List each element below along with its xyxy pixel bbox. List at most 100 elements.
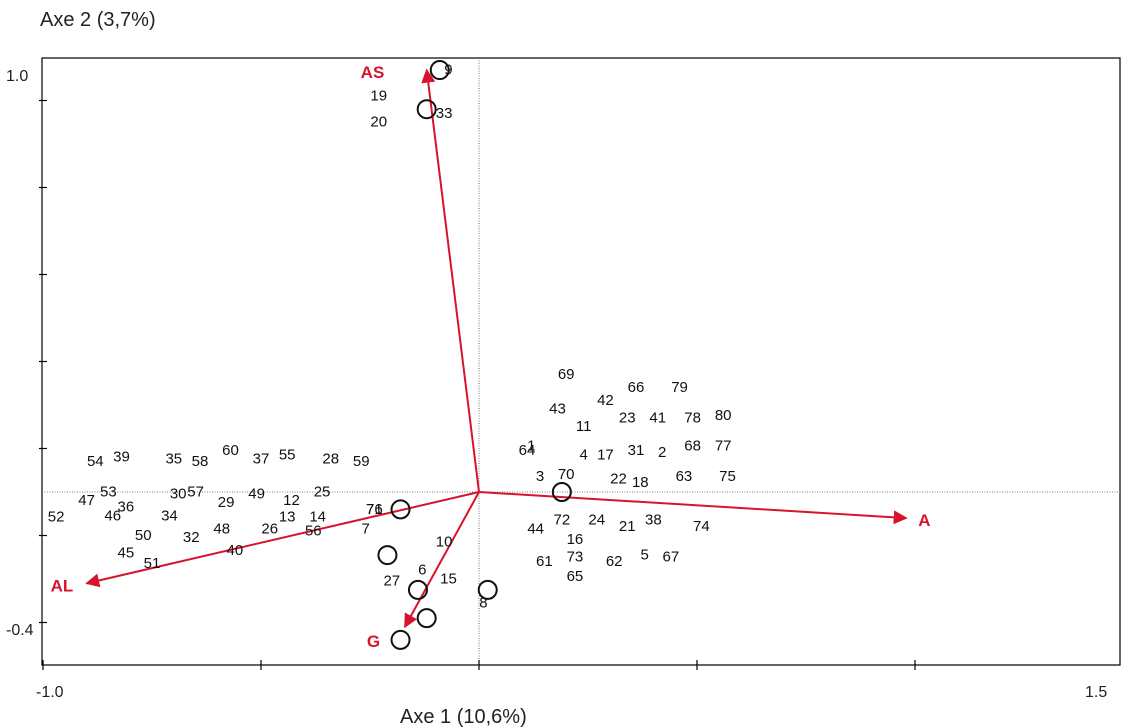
point-label: 55 <box>279 446 296 463</box>
vector-arrow-g <box>404 491 480 629</box>
point-circle <box>477 579 498 600</box>
y-tick-min: -0.4 <box>6 622 34 639</box>
point-label: 76 <box>366 501 383 518</box>
reference-lines <box>42 58 1120 665</box>
point-label: 53 <box>100 483 117 500</box>
point-label: 72 <box>553 512 570 529</box>
point-circle <box>390 499 411 520</box>
point-label: 38 <box>645 512 662 529</box>
point-label: 27 <box>383 573 400 590</box>
point-label: 54 <box>87 453 104 470</box>
vector-label-g: G <box>367 632 380 651</box>
point-label: 66 <box>628 379 645 396</box>
point-label: 62 <box>606 553 623 570</box>
point-label: 59 <box>353 453 370 470</box>
point-label: 3 <box>536 468 544 485</box>
vector-label-as: AS <box>361 63 385 82</box>
y-tick-max: 1.0 <box>6 68 28 85</box>
point-label: 26 <box>261 520 278 537</box>
point-label: 12 <box>283 492 300 509</box>
point-label: 51 <box>144 555 161 572</box>
point-circle <box>429 60 450 81</box>
biplot-vectors: AS A AL G <box>51 63 931 651</box>
point-label: 8 <box>479 594 487 611</box>
point-circle <box>407 579 428 600</box>
point-label: 7 <box>361 520 369 537</box>
point-label: 40 <box>226 542 243 559</box>
point-label: 70 <box>558 466 575 483</box>
point-label: 36 <box>117 499 134 516</box>
point-label: 34 <box>161 507 178 524</box>
point-label: 30 <box>170 486 187 503</box>
point-label: 16 <box>567 531 584 548</box>
point-label: 2 <box>658 444 666 461</box>
axis-ticks <box>39 99 916 670</box>
point-label: 18 <box>632 474 649 491</box>
point-circle <box>551 482 572 502</box>
point-label: 60 <box>222 442 239 459</box>
point-label: 14 <box>309 509 326 526</box>
point-label: 71 <box>366 501 383 518</box>
point-label: 22 <box>610 470 627 487</box>
point-label: 24 <box>588 512 605 529</box>
point-label: 75 <box>719 468 736 485</box>
point-label: 9 <box>444 61 452 78</box>
point-label: 77 <box>715 438 732 455</box>
point-label: 57 <box>187 483 204 500</box>
point-label: 52 <box>48 509 65 526</box>
point-label: 68 <box>684 438 701 455</box>
vector-label-al: AL <box>51 576 74 595</box>
point-label: 4 <box>579 446 587 463</box>
point-label: 23 <box>619 409 636 426</box>
point-label: 15 <box>440 570 457 587</box>
point-label: 10 <box>436 533 453 550</box>
y-axis-title: Axe 2 (3,7%) <box>40 9 156 31</box>
point-label: 63 <box>676 468 693 485</box>
point-label: 80 <box>715 407 732 424</box>
point-label: 48 <box>213 520 230 537</box>
point-label: 21 <box>619 518 636 535</box>
point-label: 49 <box>248 486 265 503</box>
point-label: 33 <box>436 105 453 122</box>
point-label: 6 <box>418 562 426 579</box>
point-label: 31 <box>628 442 645 459</box>
point-label: 37 <box>253 451 270 468</box>
point-circle <box>416 608 437 629</box>
point-label: 78 <box>684 409 701 426</box>
point-label: 64 <box>519 442 536 459</box>
point-label: 42 <box>597 392 614 409</box>
point-label: 43 <box>549 401 566 418</box>
point-circle <box>416 99 437 120</box>
point-label: 41 <box>649 409 666 426</box>
point-label: 28 <box>322 451 339 468</box>
point-label: 17 <box>597 446 614 463</box>
point-label: 67 <box>662 549 679 566</box>
point-label: 29 <box>218 494 235 511</box>
vector-label-a: A <box>918 511 930 530</box>
point-label: 58 <box>192 453 209 470</box>
point-circle <box>390 629 411 650</box>
point-label: 79 <box>671 379 688 396</box>
point-label: 46 <box>104 507 121 524</box>
x-tick-max: 1.5 <box>1085 684 1107 701</box>
point-label: 1 <box>527 438 535 455</box>
point-label: 39 <box>113 449 130 466</box>
point-label: 56 <box>305 523 322 540</box>
point-label: 11 <box>576 418 592 435</box>
point-label: 44 <box>527 520 544 537</box>
point-label: 73 <box>567 549 584 566</box>
x-axis-title: Axe 1 (10,6%) <box>400 706 527 728</box>
point-label: 47 <box>78 492 95 509</box>
point-label: 25 <box>314 483 331 500</box>
point-label: 20 <box>370 114 387 131</box>
point-label: 35 <box>165 451 182 468</box>
point-circle <box>377 545 398 566</box>
vector-arrow-al <box>85 491 480 588</box>
point-label: 19 <box>370 88 387 105</box>
highlighted-points <box>377 60 572 650</box>
x-tick-min: -1.0 <box>36 684 64 701</box>
point-label: 32 <box>183 529 200 546</box>
point-label: 13 <box>279 509 296 526</box>
point-label: 74 <box>693 518 710 535</box>
